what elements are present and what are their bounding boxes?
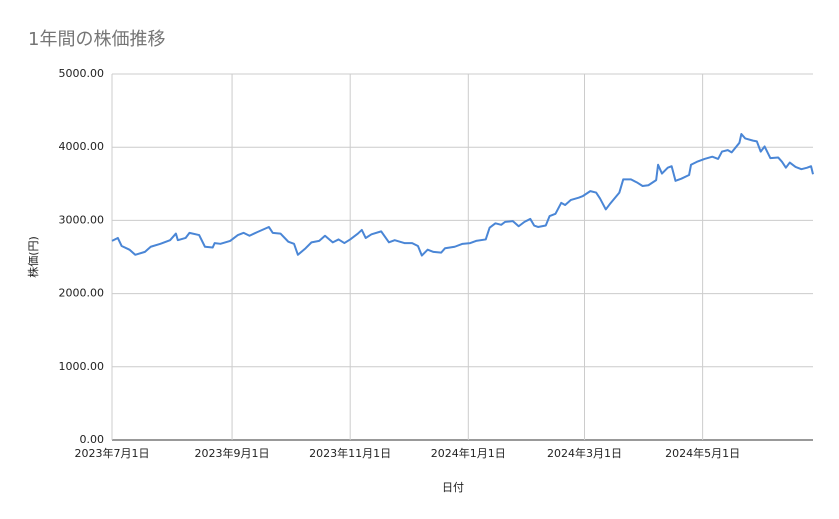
y-tick-label: 1000.00: [59, 360, 105, 373]
y-tick-label: 2000.00: [59, 287, 105, 300]
y-tick-label: 3000.00: [59, 213, 105, 226]
y-tick-label: 0.00: [80, 433, 105, 446]
y-tick-label: 5000.00: [59, 67, 105, 80]
price-line: [111, 133, 814, 257]
y-tick-label: 4000.00: [59, 140, 105, 153]
x-tick-label: 2023年11月1日: [309, 446, 391, 460]
x-tick-label: 2023年9月1日: [195, 446, 270, 460]
x-tick-label: 2024年5月1日: [665, 446, 740, 460]
chart-title: 1年間の株価推移: [28, 29, 165, 50]
x-tick-label: 2024年1月1日: [431, 446, 506, 460]
x-tick-label: 2023年7月1日: [75, 446, 150, 460]
x-tick-label: 2024年3月1日: [547, 446, 622, 460]
y-axis-label: 株価(円): [26, 236, 40, 278]
x-axis-label: 日付: [442, 481, 464, 494]
